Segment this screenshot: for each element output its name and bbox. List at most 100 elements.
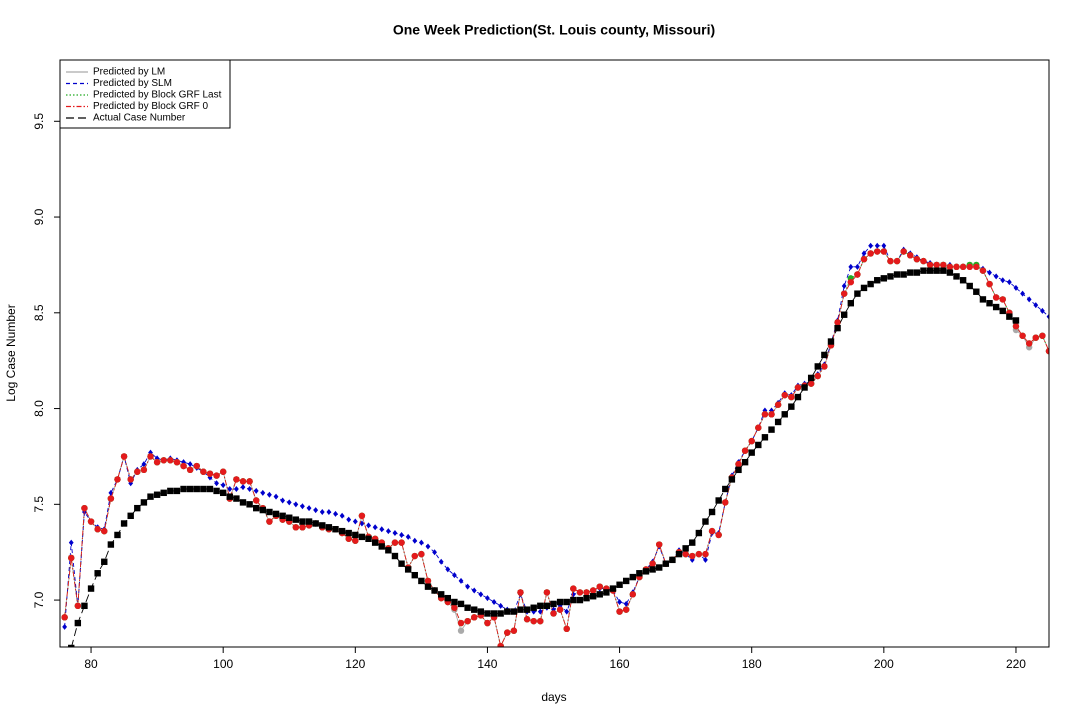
point [517,589,524,596]
point [953,263,960,271]
point [913,255,921,263]
point [457,627,465,634]
point [768,411,775,418]
point [239,478,247,485]
point [299,518,306,525]
point [74,602,82,610]
point [358,533,366,541]
point [1006,279,1012,286]
point [741,458,749,466]
point [774,401,782,408]
point [695,529,703,537]
point [708,508,716,516]
point [940,267,947,274]
point [854,271,861,278]
point [233,485,239,492]
point [352,518,358,525]
point [1000,277,1006,284]
point [867,250,874,257]
point [213,472,220,479]
point [510,627,518,634]
point [405,533,411,540]
point [781,411,788,418]
point [391,552,399,560]
point [821,351,828,359]
point [933,261,940,269]
point [147,453,154,460]
point [867,280,874,288]
point [708,527,716,535]
point [153,491,161,498]
point [87,518,95,525]
point [1039,332,1046,339]
point [352,531,359,539]
point [1012,323,1020,330]
point [134,468,141,475]
point [398,560,405,567]
point [219,468,227,475]
point [682,545,689,552]
point [722,485,729,493]
point [418,577,425,585]
point [140,466,148,474]
point [186,485,194,493]
point [498,602,504,609]
point [537,617,544,625]
point [306,505,312,512]
point [94,526,101,533]
point [761,411,769,418]
point [920,267,927,274]
point [596,583,603,590]
point [227,485,233,492]
point [788,403,795,410]
point [253,504,260,512]
plot-frame [59,59,1050,648]
point [484,619,491,627]
point [365,535,372,542]
point [101,558,108,565]
point [451,604,458,611]
point [900,271,907,278]
point [206,485,214,493]
point [523,606,531,613]
point [478,591,484,598]
point [68,554,75,562]
x-tick-label: 100 [213,657,233,671]
point [510,608,518,615]
point [292,524,300,531]
point [418,539,424,546]
point [1019,332,1026,339]
point [854,290,861,297]
point [220,482,226,489]
point [834,319,841,326]
point [465,583,471,590]
point [959,277,967,284]
point [774,418,782,426]
point [847,278,855,286]
point [180,462,187,470]
y-tick-label: 8.5 [32,304,46,321]
point [326,508,332,515]
point [603,589,610,596]
point [253,487,259,494]
point [755,424,762,431]
point [794,384,802,391]
point [523,616,531,623]
point [451,598,458,606]
point [371,539,379,546]
point [346,516,352,523]
point [504,629,511,636]
point [491,598,497,605]
point [68,539,74,546]
point [999,296,1006,303]
point [874,242,880,249]
point [986,300,993,307]
point [379,526,385,533]
point [286,514,293,521]
point [1026,296,1032,303]
point [920,257,927,265]
point [226,493,233,500]
point [173,487,181,495]
point [437,591,445,598]
